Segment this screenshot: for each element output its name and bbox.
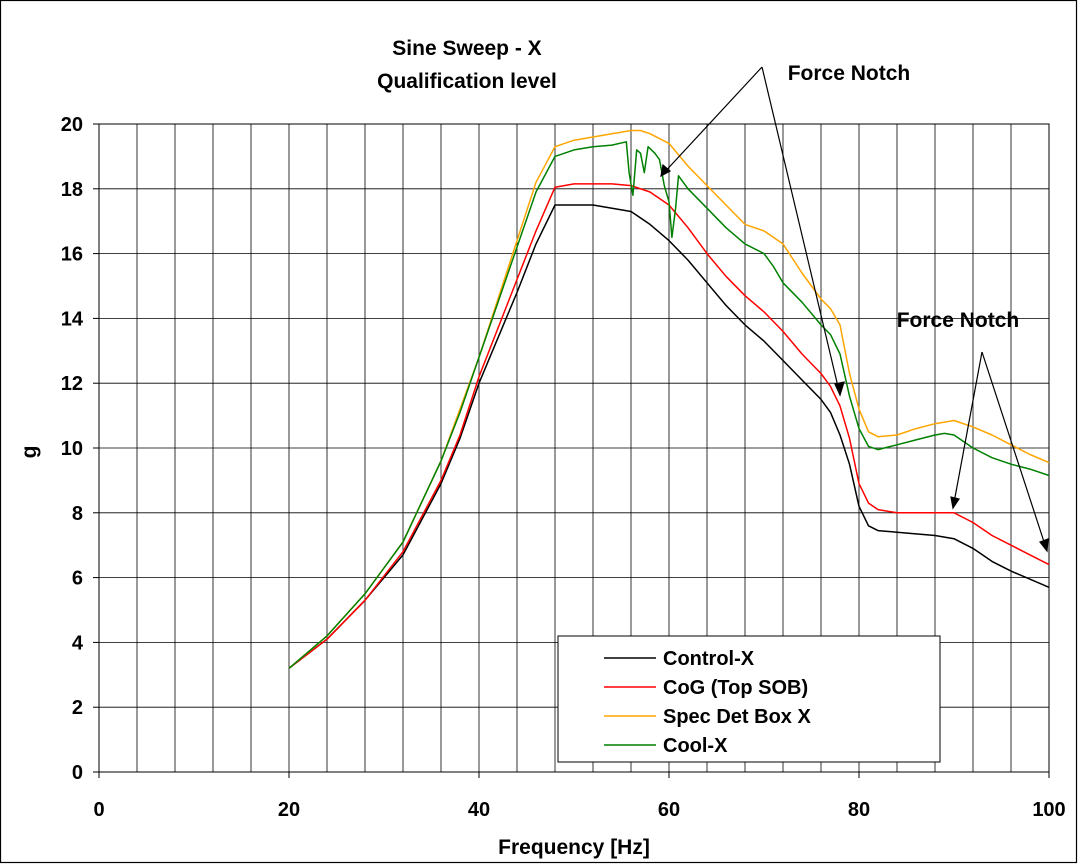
- y-tick-label: 2: [72, 697, 83, 719]
- y-tick-label: 18: [61, 179, 83, 201]
- x-tick-label: 40: [468, 799, 490, 821]
- legend-item-spec-det-box-x: Spec Det Box X: [604, 706, 811, 728]
- annotation-force-notch-2: Force Notch: [897, 309, 1020, 332]
- arrow-line: [660, 66, 763, 177]
- y-tick-label: 6: [72, 568, 83, 590]
- series-layer: [288, 129, 1050, 669]
- legend-item-cool-x: Cool-X: [604, 735, 728, 757]
- series-line-cog-top-sob: [288, 183, 1050, 669]
- annotation-arrows-1: [660, 66, 845, 397]
- arrow-line: [761, 66, 841, 396]
- x-tick-label: 80: [848, 799, 870, 821]
- legend-item-control-x: Control-X: [604, 648, 755, 670]
- arrow-line: [981, 351, 1048, 552]
- y-tick-label: 12: [61, 373, 83, 395]
- x-tick-label: 100: [1032, 799, 1065, 821]
- y-tick-label: 4: [72, 632, 84, 654]
- x-tick-label: 20: [278, 799, 300, 821]
- chart-title-line-1: Sine Sweep - X: [392, 37, 541, 60]
- legend-box: [557, 635, 941, 763]
- legend: Control-X CoG (Top SOB) Spec Det Box X C…: [557, 635, 941, 763]
- chart-title-line-2: Qualification level: [377, 70, 557, 93]
- y-tick-label: 10: [61, 438, 83, 460]
- arrow-head: [660, 163, 672, 178]
- legend-item-cog-top-sob: CoG (Top SOB): [604, 677, 808, 699]
- y-tick-label: 0: [72, 762, 83, 784]
- annotation-force-notch-1: Force Notch: [788, 62, 911, 85]
- x-axis-title: Frequency [Hz]: [498, 836, 650, 859]
- arrow-head: [950, 496, 960, 510]
- y-axis-title: g: [18, 446, 41, 459]
- legend-label: Spec Det Box X: [663, 706, 811, 728]
- series-line-control-x: [288, 204, 1050, 669]
- x-tick-label: 0: [93, 799, 104, 821]
- y-tick-label: 14: [61, 308, 84, 330]
- tick-labels: 0 20 40 60 80 100 0 2 4 6 8 10 12 14 16 18 20: [61, 114, 1066, 821]
- legend-label: Cool-X: [663, 735, 728, 757]
- x-tick-label: 60: [658, 799, 680, 821]
- legend-label: Control-X: [663, 648, 755, 670]
- annotation-arrows-2: [950, 351, 1049, 553]
- arrow-head: [1039, 538, 1049, 553]
- arrow-line: [952, 351, 983, 509]
- y-tick-label: 8: [72, 503, 83, 525]
- series-line-cool-x: [288, 141, 1050, 669]
- y-tick-label: 20: [61, 114, 83, 136]
- legend-label: CoG (Top SOB): [663, 677, 808, 699]
- y-tick-label: 16: [61, 244, 83, 266]
- arrow-head: [834, 381, 845, 397]
